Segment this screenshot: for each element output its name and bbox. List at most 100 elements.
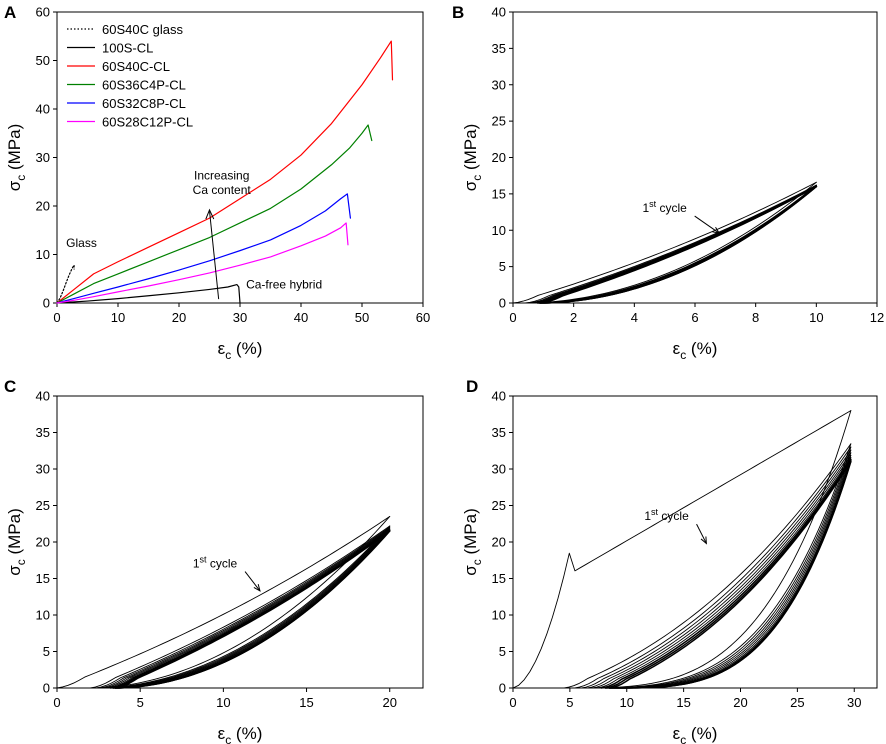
x-axis-label: εc (%): [218, 339, 263, 362]
x-tick-label: 60: [416, 310, 430, 325]
panel-c: 0 5 10 15 20 0 5 10 15 20 25 30 35 40 εc (%) σc (MPa) 1s…: [5, 389, 424, 744]
y-tick-label: 15: [36, 571, 50, 586]
y-tick-label: 35: [36, 425, 50, 440]
cycle-unloading-line: [105, 528, 391, 689]
cycle-unloading-line: [608, 460, 852, 689]
x-axis-label: εc (%): [218, 724, 263, 744]
first-cycle-label: 1st cycle: [193, 555, 238, 571]
first-cycle-arrow-head: [712, 226, 721, 234]
x-tick-label: 2: [570, 310, 577, 325]
x-tick-label: 20: [733, 695, 747, 710]
cycle-loading-line: [56, 516, 391, 689]
y-tick-label: 30: [36, 150, 50, 165]
y-tick-label: 25: [36, 498, 50, 513]
x-tick-label: 50: [355, 310, 369, 325]
cycle-unloading-line: [110, 529, 391, 689]
cycle-unloading-line: [89, 516, 391, 689]
y-tick-label: 40: [36, 102, 50, 117]
cycle-unloading-line: [586, 449, 852, 689]
cycle-unloading-line: [524, 181, 817, 304]
cycle-loading-line: [608, 460, 852, 689]
y-axis-label: σc (MPa): [5, 508, 28, 576]
cycle-loading-line: [89, 525, 391, 689]
plot-frame: [512, 11, 878, 304]
first-cycle-arrow: [694, 215, 720, 234]
x-tick-label: 6: [691, 310, 698, 325]
annotation-text: Increasing: [194, 168, 249, 182]
cycle-loading-line: [539, 185, 818, 304]
y-tick-label: 10: [492, 608, 506, 623]
y-tick-label: 0: [499, 296, 506, 311]
y-tick-label: 10: [36, 247, 50, 262]
cycle-loading-line: [580, 449, 852, 689]
annotation-text: Ca content: [193, 183, 252, 197]
series-line: [56, 264, 75, 304]
y-tick-label: 40: [36, 389, 50, 404]
cycle-unloading-line: [95, 525, 391, 689]
y-tick-label: 35: [492, 41, 506, 56]
x-tick-label: 40: [294, 310, 308, 325]
cycle-loading-line: [114, 530, 391, 689]
x-tick-label: 10: [216, 695, 230, 710]
x-tick-label: 15: [676, 695, 690, 710]
first-cycle-arrow-head: [700, 536, 707, 545]
legend-label: 60S28C12P-CL: [102, 115, 193, 130]
panel-d: 0 5 10 15 20 25 30 0 5 10 15 20 25 30 35 40 εc (%) σc (MP…: [461, 389, 878, 744]
plot-frame: [56, 11, 424, 304]
cycle-unloading-line: [563, 410, 852, 689]
y-tick-label: 30: [36, 462, 50, 477]
x-axis-label: εc (%): [673, 339, 718, 362]
cycle-unloading-line: [600, 457, 852, 689]
x-tick-label: 30: [847, 695, 861, 710]
y-tick-label: 5: [499, 644, 506, 659]
y-tick-label: 20: [36, 199, 50, 214]
cycle-loading-line: [512, 410, 852, 689]
x-tick-label: 12: [870, 310, 884, 325]
increasing-arrow: [209, 210, 220, 300]
cycle-unloading-line: [99, 526, 391, 689]
panel-letter-c: C: [4, 377, 16, 396]
y-tick-label: 30: [492, 462, 506, 477]
y-tick-label: 15: [492, 186, 506, 201]
cycle-loading-line: [574, 446, 852, 689]
y-tick-label: 10: [36, 608, 50, 623]
x-tick-label: 0: [53, 310, 60, 325]
x-tick-label: 0: [509, 695, 516, 710]
series-line: [56, 222, 349, 304]
cycle-unloading-line: [604, 458, 852, 689]
y-tick-label: 5: [43, 644, 50, 659]
y-axis-label: σc (MPa): [461, 124, 484, 192]
annotation-text: Glass: [66, 236, 97, 250]
x-axis-label: εc (%): [673, 724, 718, 744]
x-tick-label: 15: [299, 695, 313, 710]
y-tick-label: 40: [492, 5, 506, 20]
legend-label: 60S40C-CL: [102, 59, 170, 74]
cycle-loading-line: [563, 443, 852, 689]
y-tick-label: 20: [492, 150, 506, 165]
cycle-loading-line: [512, 181, 817, 304]
y-tick-label: 25: [492, 114, 506, 129]
x-tick-label: 5: [566, 695, 573, 710]
x-tick-label: 10: [111, 310, 125, 325]
legend-label: 60S36C4P-CL: [102, 78, 186, 93]
x-tick-label: 0: [509, 310, 516, 325]
annotation-text: Ca-free hybrid: [246, 277, 322, 291]
x-tick-label: 10: [620, 695, 634, 710]
cycle-unloading-line: [596, 454, 852, 689]
cycle-unloading-line: [539, 185, 818, 304]
y-tick-label: 35: [492, 425, 506, 440]
y-tick-label: 20: [36, 535, 50, 550]
cycle-loading-line: [591, 454, 852, 689]
legend-label: 60S32C8P-CL: [102, 96, 186, 111]
y-tick-label: 10: [492, 223, 506, 238]
first-cycle-label: 1st cycle: [642, 199, 687, 215]
y-axis-label: σc (MPa): [461, 508, 484, 576]
cycle-loading-line: [102, 528, 391, 689]
y-tick-label: 5: [499, 259, 506, 274]
cycle-loading-line: [105, 528, 391, 689]
x-tick-label: 0: [53, 695, 60, 710]
increasing-arrow-head: [205, 208, 215, 220]
x-tick-label: 4: [631, 310, 638, 325]
series-line: [56, 40, 394, 304]
